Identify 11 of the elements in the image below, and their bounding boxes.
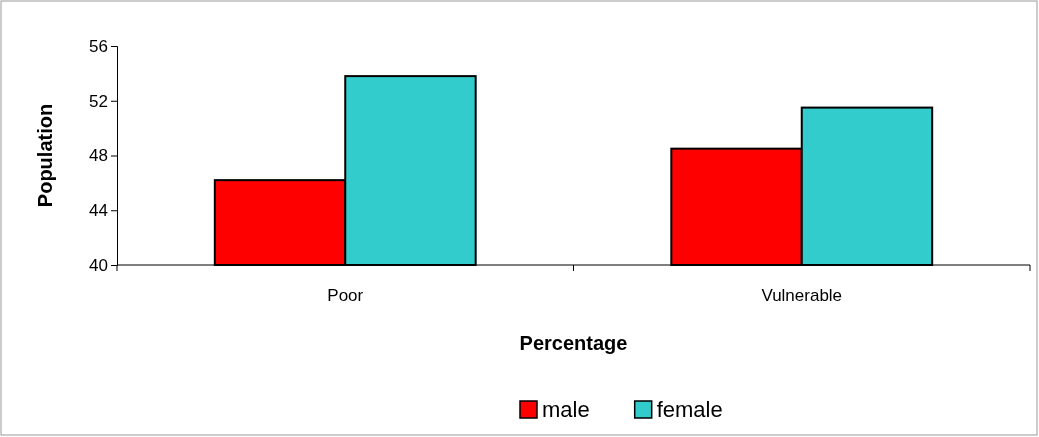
y-axis-title: Population bbox=[34, 103, 56, 208]
y-tick-label: 40 bbox=[89, 255, 108, 275]
legend-label: female bbox=[656, 397, 723, 422]
y-tick-label: 52 bbox=[89, 91, 108, 111]
y-tick-label: 44 bbox=[89, 201, 108, 221]
y-tick-label: 56 bbox=[89, 36, 108, 56]
legend-label: male bbox=[542, 397, 590, 422]
x-tick-label: Poor bbox=[327, 286, 364, 306]
y-tick-label: 48 bbox=[89, 146, 108, 166]
x-tick-label: Vulnerable bbox=[761, 286, 843, 306]
x-axis-title: Percentage bbox=[519, 332, 628, 354]
